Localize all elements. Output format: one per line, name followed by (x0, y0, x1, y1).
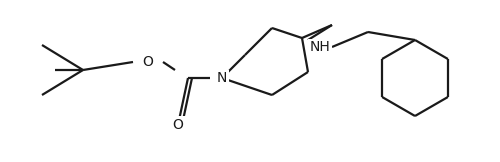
Text: O: O (172, 118, 184, 132)
Text: NH: NH (310, 40, 330, 54)
Text: O: O (142, 55, 154, 69)
Text: N: N (217, 71, 227, 85)
